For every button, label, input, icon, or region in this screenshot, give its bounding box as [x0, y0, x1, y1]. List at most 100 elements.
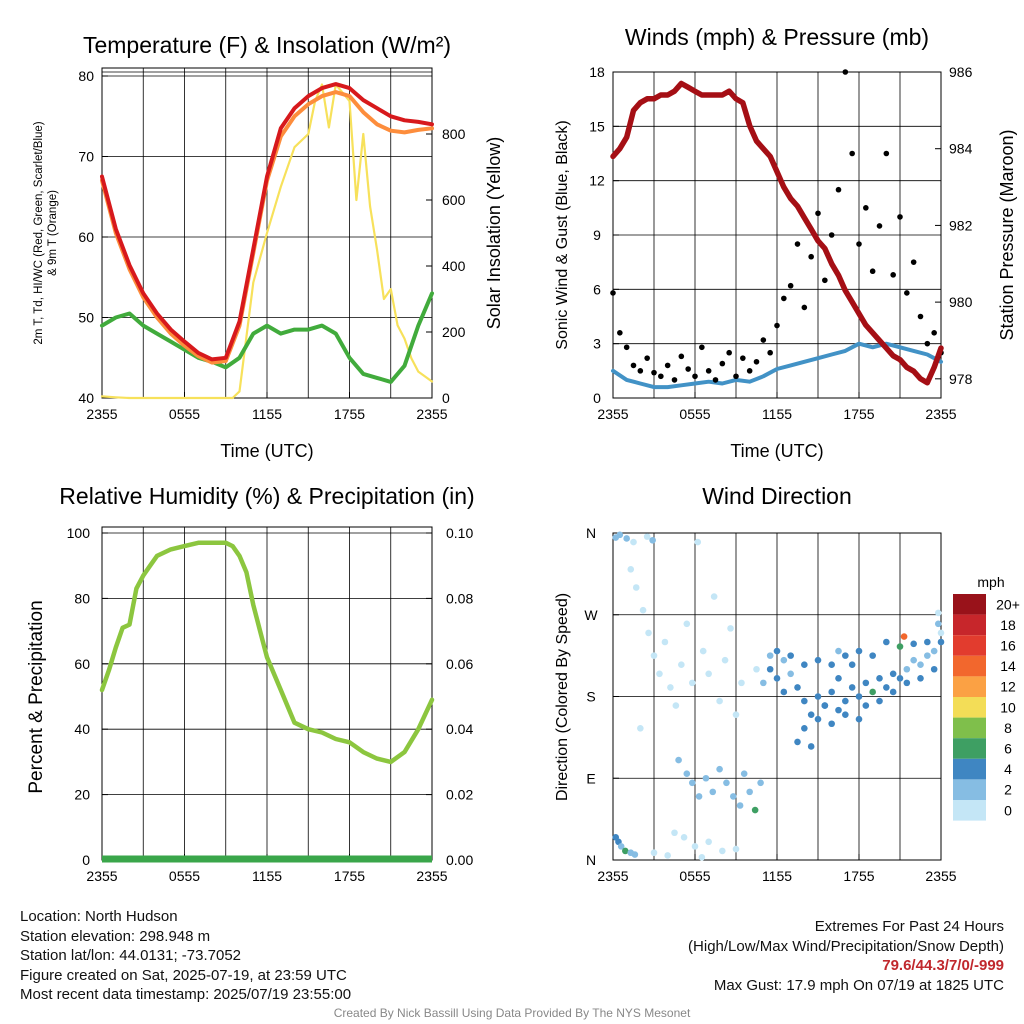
direction-point [649, 536, 656, 544]
temp-series-line [100, 291, 434, 384]
dir-x-tick-label: 1755 [843, 868, 874, 884]
direction-point [937, 638, 945, 646]
gust-point [801, 304, 808, 311]
direction-point [876, 675, 883, 682]
temp-y2-tick-label: 0 [442, 390, 450, 406]
direction-point [900, 633, 908, 640]
humidity-series-line [99, 540, 435, 765]
rh-y-axis-label: Percent & Precipitation [26, 600, 47, 793]
direction-point [814, 656, 822, 664]
direction-point [710, 593, 718, 600]
extremes-title: Extremes For Past 24 Hours [814, 918, 1004, 935]
temp-x-tick-label: 0555 [169, 406, 200, 422]
latlon-text: Station lat/lon: 44.0131; -73.7052 [20, 947, 242, 964]
gust-point [774, 322, 780, 329]
gust-point [781, 295, 787, 302]
wind-x-tick-label: 1155 [762, 406, 792, 422]
direction-point [698, 853, 706, 861]
direction-point [780, 688, 788, 696]
direction-point [842, 652, 849, 659]
gust-point [610, 290, 616, 296]
credit-text: Created By Nick Bassill Using Data Provi… [333, 1006, 691, 1020]
direction-point [787, 652, 794, 659]
temp-y-tick-label: 60 [78, 229, 94, 245]
dir-y-tick-label: W [584, 607, 598, 623]
direction-point [828, 661, 835, 669]
direction-point [903, 679, 911, 687]
dir-x-tick-label: 0555 [679, 868, 710, 884]
direction-point [910, 656, 917, 664]
direction-point [637, 724, 644, 732]
gust-point [658, 373, 664, 380]
direction-point [751, 806, 759, 814]
direction-point [862, 679, 870, 687]
rh-x-tick-label: 1755 [334, 868, 365, 884]
direction-point [664, 852, 671, 859]
temp-x-tick-label: 1155 [252, 406, 282, 422]
gust-point [794, 241, 801, 247]
rh-x-tick-label: 2355 [416, 868, 447, 884]
colorbar-label: 18 [1000, 617, 1016, 633]
colorbar-swatch [953, 758, 986, 780]
direction-point [695, 793, 703, 800]
direction-point [828, 720, 835, 728]
wind-y-tick-label: 6 [593, 281, 601, 297]
wind-y2-tick-label: 978 [949, 371, 973, 387]
colorbar-swatch [953, 655, 986, 677]
direction-point [801, 661, 808, 669]
direction-point [807, 743, 815, 750]
wind-y-tick-label: 18 [589, 64, 605, 80]
temp-x-tick-label: 2355 [416, 406, 447, 422]
colorbar-swatch [953, 717, 986, 739]
gust-point [644, 355, 650, 361]
direction-point [934, 609, 942, 617]
wind-x-tick-label: 2355 [925, 406, 956, 422]
gust-point [890, 272, 896, 278]
direction-point [702, 774, 710, 782]
direction-point [801, 697, 808, 705]
gust-point [931, 330, 937, 336]
direction-point [842, 711, 849, 718]
colorbar-label: 2 [1004, 782, 1012, 798]
direction-point [889, 688, 897, 696]
wind-y-tick-label: 0 [593, 390, 601, 406]
gust-point [849, 150, 855, 157]
direction-point [869, 652, 876, 659]
gust-point [910, 259, 917, 265]
location-text: Location: North Hudson [20, 908, 178, 925]
colorbar-label: 16 [1000, 638, 1016, 654]
wind-y2-tick-label: 986 [949, 64, 973, 80]
wind-y2-tick-label: 982 [949, 217, 973, 233]
direction-point [773, 647, 781, 655]
wind-x-tick-label: 0555 [679, 406, 710, 422]
wind-y2-axis-label: Station Pressure (Maroon) [997, 129, 1017, 340]
colorbar-label: 8 [1004, 720, 1012, 736]
rh-y-tick-label: 0 [82, 852, 90, 868]
colorbar-swatch [953, 779, 986, 800]
colorbar-label: 6 [1004, 741, 1012, 757]
rh-y2-tick-label: 0.10 [446, 525, 473, 541]
direction-point [716, 765, 723, 773]
gust-point [822, 277, 828, 284]
direction-point [862, 702, 870, 709]
direction-point [821, 702, 829, 709]
gust-point [637, 368, 644, 374]
direction-point [917, 661, 924, 669]
pressure-series-line [610, 80, 944, 386]
rh-x-tick-label: 1155 [252, 868, 282, 884]
gust-point [904, 290, 910, 296]
wind-y-tick-label: 15 [589, 118, 605, 134]
colorbar-label: 10 [1000, 699, 1016, 715]
gust-point [760, 337, 767, 343]
direction-point [773, 675, 781, 682]
direction-point [801, 724, 808, 732]
dir-x-tick-label: 2355 [925, 868, 956, 884]
temp-y2-tick-label: 200 [442, 324, 466, 340]
direction-point [766, 665, 774, 673]
rh-y2-tick-label: 0.08 [446, 590, 473, 606]
gust-point [651, 369, 657, 376]
extremes-info: Extremes For Past 24 Hours (High/Low/Max… [688, 917, 1004, 995]
rh-y-tick-label: 40 [74, 721, 90, 737]
dir-y-tick-label: S [586, 689, 595, 705]
